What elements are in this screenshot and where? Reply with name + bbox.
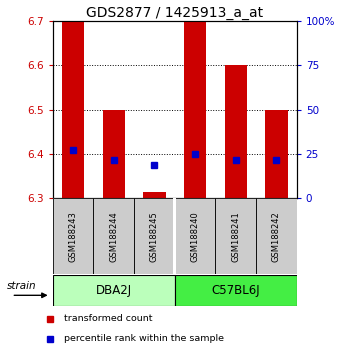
Text: transformed count: transformed count bbox=[63, 314, 152, 323]
Text: GSM188245: GSM188245 bbox=[150, 211, 159, 262]
Text: percentile rank within the sample: percentile rank within the sample bbox=[63, 334, 224, 343]
Bar bbox=[265, 110, 287, 198]
Bar bbox=[143, 192, 166, 198]
Bar bbox=[103, 110, 125, 198]
Bar bbox=[173, 198, 176, 274]
Bar bbox=[93, 198, 134, 274]
Bar bbox=[134, 198, 175, 274]
Bar bbox=[53, 198, 93, 274]
Bar bbox=[216, 198, 256, 274]
Bar bbox=[184, 21, 206, 198]
Text: GSM188242: GSM188242 bbox=[272, 211, 281, 262]
Bar bbox=[256, 198, 297, 274]
Text: GSM188240: GSM188240 bbox=[191, 211, 199, 262]
Text: C57BL6J: C57BL6J bbox=[211, 284, 260, 297]
Bar bbox=[62, 21, 84, 198]
Text: strain: strain bbox=[7, 281, 36, 291]
Bar bbox=[175, 275, 297, 306]
Text: DBA2J: DBA2J bbox=[96, 284, 132, 297]
Text: GSM188243: GSM188243 bbox=[69, 211, 78, 262]
Bar bbox=[175, 198, 216, 274]
Title: GDS2877 / 1425913_a_at: GDS2877 / 1425913_a_at bbox=[86, 6, 263, 20]
Text: GSM188244: GSM188244 bbox=[109, 211, 118, 262]
Text: GSM188241: GSM188241 bbox=[231, 211, 240, 262]
Bar bbox=[224, 65, 247, 198]
Bar bbox=[53, 275, 175, 306]
